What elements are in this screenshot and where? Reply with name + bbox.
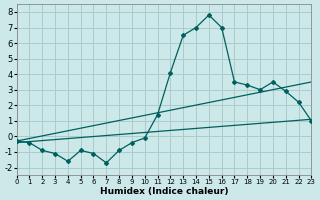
X-axis label: Humidex (Indice chaleur): Humidex (Indice chaleur) [100, 187, 228, 196]
